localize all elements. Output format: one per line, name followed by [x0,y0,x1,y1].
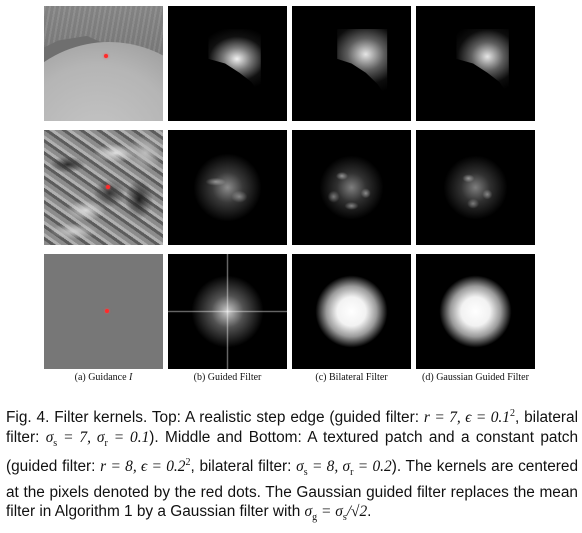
gaussian-guided-filter-kernel-edge [416,6,535,121]
column-labels: (a) Guidance I (b) Guided Filter (c) Bil… [44,372,534,386]
guided-filter-kernel-texture [168,130,287,245]
figure-number: Fig. 4. [6,409,50,427]
gaussian-guided-filter-kernel-texture [416,130,535,245]
column-label-guided-filter: (b) Guided Filter [193,372,262,383]
guided-filter-kernel-constant [168,254,287,369]
bilateral-filter-kernel-edge [292,6,411,121]
gaussian-guided-filter-kernel-constant [416,254,535,369]
figure-caption: Fig. 4. Filter kernels. Top: A realistic… [6,408,579,524]
bilateral-filter-kernel-constant [292,254,411,369]
bilateral-filter-kernel-texture [292,130,411,245]
guidance-step-edge-image [44,6,163,121]
guided-filter-kernel-edge [168,6,287,121]
red-dot-marker [106,185,110,189]
red-dot-marker [104,54,108,58]
kernel-blob [292,254,411,369]
kernel-grid [44,6,535,369]
bright-region [44,42,163,121]
red-dot-marker [105,309,109,313]
kernel-blob [456,29,509,96]
column-label-guidance: (a) Guidance I [74,372,133,383]
kernel-blob [208,29,261,96]
column-label-bilateral-filter: (c) Bilateral Filter [315,372,388,383]
kernel-blob [416,130,535,245]
guidance-textured-patch-image [44,130,163,245]
kernel-blob [416,254,535,369]
kernel-blob [168,254,287,369]
column-label-gaussian-guided-filter: (d) Gaussian Guided Filter [422,372,529,383]
kernel-blob [168,130,287,245]
kernel-blob [337,29,388,98]
kernel-blob [292,130,411,245]
guidance-constant-patch-image [44,254,163,369]
